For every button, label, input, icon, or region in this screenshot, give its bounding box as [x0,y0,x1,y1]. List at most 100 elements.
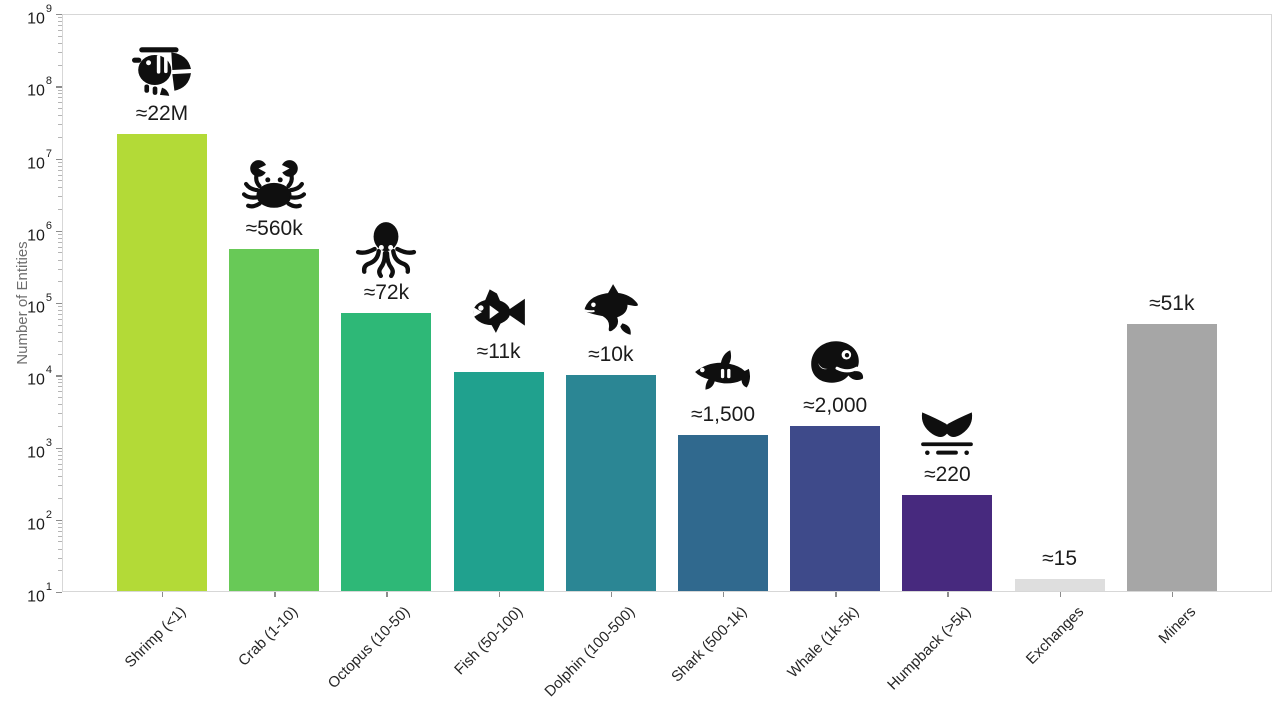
y-major-tick-mark [56,158,62,160]
x-tick-mark [610,592,613,597]
bar-value-label: ≈220 [924,463,971,486]
y-major-tick-mark [56,86,62,88]
y-minor-tick-mark [58,396,62,398]
y-minor-tick-mark [58,391,62,393]
y-minor-tick-mark [58,463,62,465]
y-minor-tick-mark [58,102,62,104]
y-minor-tick-mark [58,97,62,99]
bar-value-label: ≈51k [1149,292,1195,316]
y-minor-tick-mark [58,306,62,308]
y-minor-tick-mark [58,234,62,236]
bar-value-label: ≈1,500 [690,402,756,426]
y-minor-tick-mark [58,324,62,326]
bar-dolphin-100-500 [565,375,656,591]
y-minor-tick-mark [58,319,62,321]
y-minor-tick-mark [58,115,62,116]
y-minor-tick-mark [58,404,62,405]
y-minor-tick-mark [58,30,62,32]
bar-value-label: ≈2,000 [803,393,868,417]
y-minor-tick-mark [58,107,62,109]
y-minor-tick-mark [58,541,62,543]
y-minor-tick-mark [58,530,62,532]
y-major-tick-mark [56,14,62,16]
bar-exchanges [1014,579,1105,591]
y-minor-tick-mark [58,25,62,27]
y-minor-tick-mark [58,196,62,198]
humpback-tail-icon [909,399,985,461]
y-minor-tick-mark [58,35,62,37]
y-minor-tick-mark [58,165,62,167]
y-minor-tick-mark [58,124,62,126]
y-minor-tick-mark [58,535,62,537]
y-tick-label: 102 [27,508,52,534]
y-minor-tick-mark [58,17,62,19]
y-minor-tick-mark [58,498,62,499]
x-tick-mark [1059,592,1061,597]
bar-shark-500-1k [678,434,768,591]
y-minor-tick-mark [58,174,62,176]
y-minor-tick-mark [58,353,62,355]
fish-icon [461,276,537,338]
y-minor-tick-mark [58,469,62,471]
y-tick-label: 106 [27,219,52,245]
y-minor-tick-mark [58,382,62,384]
y-minor-tick-mark [58,64,62,66]
bar-humpback-5k [902,495,993,591]
y-minor-tick-mark [58,386,62,388]
shrimp-icon [124,38,200,100]
y-minor-tick-mark [58,548,62,550]
bar-value-label: ≈15 [1042,547,1078,571]
y-minor-tick-mark [58,209,62,210]
y-minor-tick-mark [58,378,62,380]
y-minor-tick-mark [58,161,62,163]
y-tick-label: 101 [27,581,52,606]
y-minor-tick-mark [58,570,62,572]
y-tick-label: 105 [27,292,52,317]
octopus-icon [348,217,424,279]
y-major-tick-mark [56,375,62,377]
y-minor-tick-mark [58,89,62,91]
y-major-tick-mark [56,519,62,522]
y-minor-tick-mark [58,454,62,456]
bar-octopus-10-50 [341,313,432,591]
bar-value-label: ≈11k [476,340,521,364]
crab-icon [236,153,312,215]
y-minor-tick-mark [58,51,62,53]
y-tick-label: 104 [27,364,52,389]
dolphin-icon [573,279,649,341]
y-minor-tick-mark [58,187,62,189]
bar-value-label: ≈10k [588,343,634,367]
y-minor-tick-mark [58,476,62,478]
bar-crab-1-10 [229,248,320,591]
y-minor-tick-mark [58,136,62,138]
y-minor-tick-mark [58,259,62,261]
y-minor-tick-mark [58,458,62,460]
y-minor-tick-mark [58,523,62,525]
x-tick-mark [162,592,164,597]
y-minor-tick-mark [58,268,62,270]
bar-whale-1k-5k [790,425,881,591]
y-tick-label: 108 [27,75,52,100]
y-minor-tick-mark [58,450,62,452]
whale-icon [797,330,873,392]
y-minor-tick-mark [58,246,62,248]
y-major-tick-mark [56,447,62,449]
x-tick-mark [1171,592,1174,597]
y-minor-tick-mark [58,169,62,171]
y-tick-label: 103 [27,436,52,461]
y-minor-tick-mark [58,425,62,427]
y-minor-tick-mark [58,21,62,22]
y-minor-tick-mark [58,237,62,239]
bar-fish-50-100 [453,372,544,591]
x-tick-label-shrimp-1: Shrimp (<1) [121,603,190,672]
y-minor-tick-mark [58,42,62,44]
y-minor-tick-mark [58,180,62,182]
x-tick-mark [386,592,388,597]
bar-miners [1126,324,1217,591]
y-minor-tick-mark [58,340,62,342]
y-minor-tick-mark [58,557,62,559]
y-minor-tick-mark [58,413,62,415]
shark-icon [685,339,761,401]
y-minor-tick-mark [58,93,62,95]
bar-shrimp-1 [117,133,207,591]
